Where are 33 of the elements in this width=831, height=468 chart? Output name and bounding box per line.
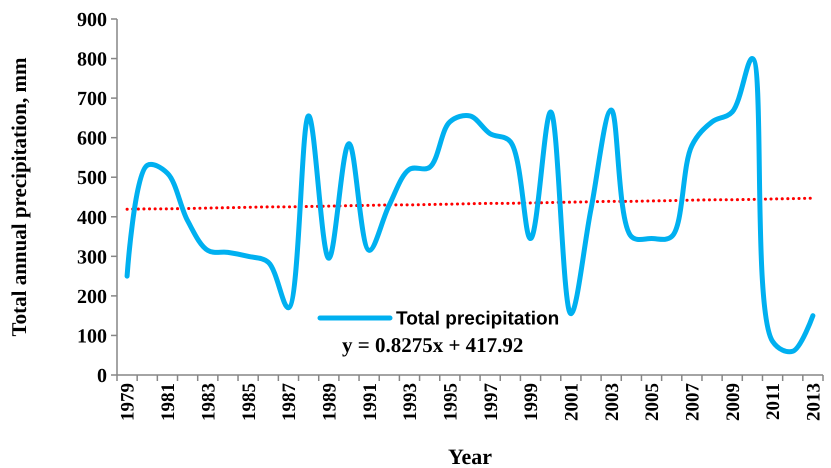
y-tick-label: 200 [77,286,107,308]
x-tick-label: 2005 [642,383,664,421]
y-tick-label: 700 [77,88,107,110]
x-tick-label: 1989 [319,383,340,421]
y-tick-label: 100 [77,325,107,348]
x-tick-label: 2009 [722,383,744,421]
x-tick-label: 1991 [360,383,381,421]
x-tick-label: 2011 [763,383,784,420]
legend-label: Total precipitation [396,308,560,330]
y-tick-label: 0 [97,365,107,387]
y-axis-title: Total annual precipitation, mm [7,57,31,336]
line-series [126,196,814,211]
y-tick-label: 400 [77,206,107,229]
y-tick-label: 900 [77,9,107,31]
y-tick-label: 600 [77,128,107,150]
x-tick-label: 2001 [562,383,583,421]
x-tick-label: 1987 [279,382,300,421]
x-tick-label: 1997 [480,382,502,421]
x-tick-label: 1995 [440,383,462,421]
x-tick-label: 2003 [602,383,623,421]
x-tick-label: 2007 [682,382,704,421]
x-tick-label: 1979 [118,383,139,421]
x-tick-label: 1993 [400,383,422,421]
x-tick-label: 1983 [198,383,220,421]
x-axis-title: Year [448,444,492,468]
y-tick-label: 300 [77,246,107,268]
y-tick-label: 800 [77,48,107,71]
x-tick-label: 1999 [521,383,542,421]
x-tick-label: 2013 [804,383,825,421]
y-tick-label: 500 [77,167,107,190]
annotation: y = 0.8275x + 417.92 [342,333,524,357]
x-tick-label: 1981 [158,383,180,421]
x-tick-label: 1985 [238,383,260,421]
